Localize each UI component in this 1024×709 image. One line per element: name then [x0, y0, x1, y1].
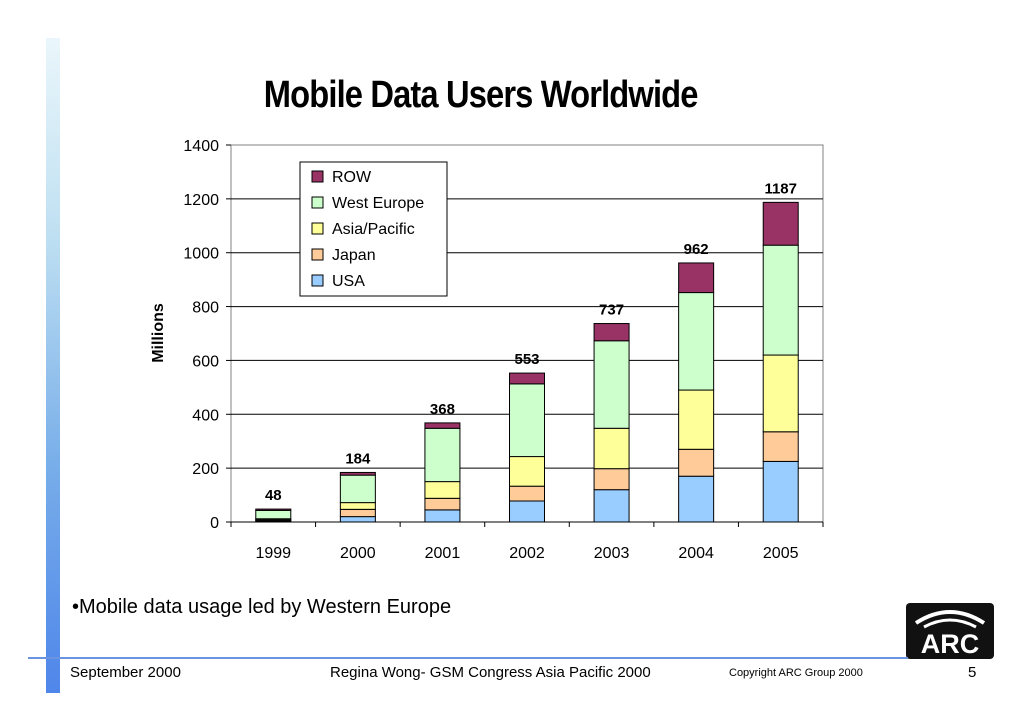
legend-swatch — [311, 274, 324, 287]
bar-segment-row — [678, 262, 715, 294]
bar-segment-usa — [509, 500, 545, 523]
bar-segment-west-europe — [678, 292, 715, 391]
y-tick-label: 0 — [210, 515, 219, 532]
legend-label: USA — [332, 273, 365, 290]
bar-segment-asia-pacific — [509, 456, 545, 487]
stacked-bar-chart: 0 200 400 600 800 1000 1200 1400 Millions 1999 48 2… — [150, 138, 824, 562]
bar-segment-row — [509, 372, 545, 385]
footer-divider — [28, 657, 908, 659]
total-data-label: 962 — [684, 241, 709, 258]
legend-label: Asia/Pacific — [332, 221, 415, 238]
legend-swatch — [311, 170, 324, 183]
bar-segment-japan — [678, 448, 715, 477]
bar-segment-west-europe — [509, 383, 545, 458]
total-data-label: 184 — [345, 450, 371, 467]
page-number: 5 — [968, 664, 977, 681]
bullet-point: •Mobile data usage led by Western Europe — [72, 596, 452, 618]
bar-segment-japan — [762, 431, 799, 462]
bar-segment-japan — [424, 497, 461, 511]
bar-segment-usa — [339, 516, 376, 523]
legend-swatch — [311, 196, 324, 209]
x-tick-label: 2004 — [678, 545, 714, 562]
footer-copyright: Copyright ARC Group 2000 — [729, 667, 863, 679]
bar-segment-usa — [424, 509, 461, 523]
legend-swatch — [311, 248, 324, 261]
bar-segment-usa — [593, 489, 630, 523]
y-tick-label: 200 — [192, 461, 219, 478]
total-data-label: 1187 — [764, 180, 797, 197]
y-tick-label: 600 — [192, 353, 219, 370]
y-tick-label: 400 — [192, 407, 219, 424]
bar-segment-row — [762, 201, 799, 246]
bar-segment-row — [593, 323, 630, 342]
bar-segment-asia-pacific — [339, 502, 376, 510]
bar-segment-japan — [509, 485, 545, 502]
bar-segment-row — [255, 508, 292, 511]
legend-label: West Europe — [332, 195, 424, 212]
total-data-label: 48 — [265, 487, 282, 504]
bar-segment-asia-pacific — [424, 481, 461, 499]
bar-segment-japan — [593, 468, 630, 491]
x-tick-label: 2005 — [763, 545, 799, 562]
bar-segment-row — [424, 422, 461, 429]
slide-title: Mobile Data Users Worldwide — [263, 74, 699, 116]
bar-segment-west-europe — [593, 340, 630, 429]
bar-segment-usa — [678, 475, 715, 523]
bar-segment-west-europe — [255, 509, 292, 520]
y-tick-label: 1400 — [183, 138, 219, 155]
bar-segment-west-europe — [762, 244, 799, 356]
total-data-label: 368 — [430, 401, 455, 418]
legend-label: Japan — [332, 247, 376, 264]
bar-segment-asia-pacific — [593, 427, 630, 470]
bar-segment-japan — [339, 508, 376, 518]
arc-logo: ARC — [906, 603, 994, 659]
y-tick-label: 800 — [192, 300, 219, 317]
bar-segment-west-europe — [339, 474, 376, 504]
footer-date: September 2000 — [70, 664, 181, 681]
legend-label: ROW — [332, 169, 372, 186]
x-tick-label: 2003 — [594, 545, 630, 562]
footer-presenter: Regina Wong- GSM Congress Asia Pacific 2… — [330, 664, 651, 681]
bar-segment-west-europe — [424, 427, 461, 483]
side-accent-bar — [46, 38, 60, 693]
bar-segment-row — [339, 471, 376, 476]
legend-box — [299, 161, 448, 297]
y-axis-label: Millions — [150, 303, 167, 363]
total-data-label: 553 — [514, 351, 539, 368]
legend-swatch — [311, 222, 324, 235]
bar-segment-usa — [762, 460, 799, 523]
x-tick-label: 2001 — [425, 545, 461, 562]
total-data-label: 737 — [599, 302, 624, 319]
y-tick-label: 1200 — [183, 192, 219, 209]
bar-segment-asia-pacific — [762, 354, 799, 433]
x-tick-label: 2002 — [509, 545, 545, 562]
bar-segment-asia-pacific — [678, 389, 715, 450]
y-tick-label: 1000 — [183, 246, 219, 263]
x-tick-label: 1999 — [255, 545, 291, 562]
x-tick-label: 2000 — [340, 545, 376, 562]
logo-text: ARC — [921, 629, 980, 659]
